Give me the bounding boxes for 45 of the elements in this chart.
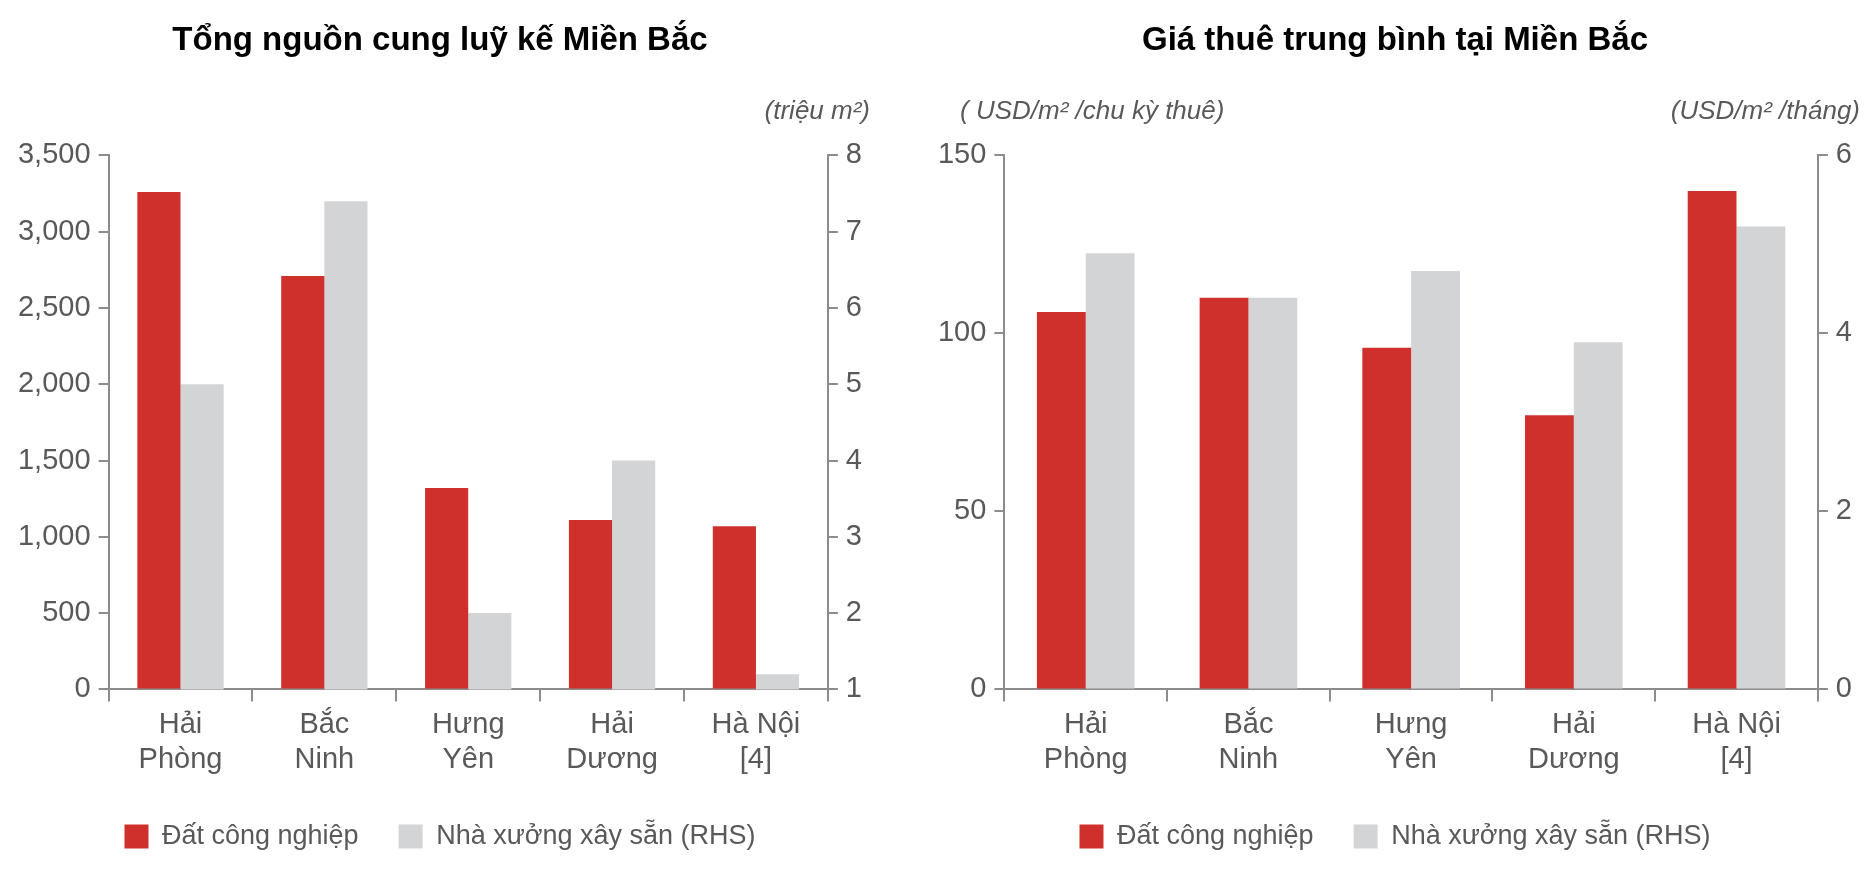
y-tick-label: 1,000 bbox=[17, 518, 91, 551]
x-tick-label: Bắc Ninh bbox=[1218, 706, 1279, 774]
y-tick-label: 0 bbox=[970, 671, 987, 704]
y2-tick-label: 6 bbox=[845, 289, 863, 322]
y2-tick-label: 2 bbox=[845, 595, 863, 628]
y-tick-label: 0 bbox=[74, 671, 91, 704]
y-tick-label: 3,500 bbox=[17, 137, 91, 170]
y2-tick-label: 3 bbox=[845, 518, 863, 551]
x-tick-label: Hưng Yên bbox=[1374, 706, 1448, 774]
y2-tick-label: 7 bbox=[845, 213, 863, 246]
y-tick-label: 150 bbox=[937, 137, 987, 170]
bar bbox=[712, 526, 756, 689]
y2-axis-title: (USD/m² /tháng) bbox=[1670, 95, 1860, 126]
y2-tick-label: 8 bbox=[845, 137, 863, 170]
y2-tick-label: 2 bbox=[1835, 493, 1853, 526]
x-tick-label: Hải Phòng bbox=[138, 706, 223, 774]
y-tick-label: 50 bbox=[954, 493, 987, 526]
legend-label: Đất công nghiệp bbox=[1116, 819, 1314, 850]
y2-tick-label: 5 bbox=[845, 366, 863, 399]
y-tick-label: 3,000 bbox=[17, 213, 91, 246]
y-tick-label: 500 bbox=[42, 595, 91, 628]
chart-title: Giá thuê trung bình tại Miền Bắc bbox=[1141, 19, 1649, 59]
x-tick-label: Hà Nội [4] bbox=[1692, 706, 1781, 774]
y2-tick-label: 4 bbox=[845, 442, 863, 475]
legend-label: Nhà xưởng xây sẵn (RHS) bbox=[1391, 818, 1711, 850]
x-tick-label: Hải Dương bbox=[566, 706, 658, 774]
y2-tick-label: 1 bbox=[845, 671, 863, 704]
x-tick-label: Hưng Yên bbox=[431, 706, 505, 774]
legend-label: Nhà xưởng xây sẵn (RHS) bbox=[436, 818, 756, 850]
y-tick-label: 2,000 bbox=[17, 366, 91, 399]
bar bbox=[425, 488, 469, 689]
y-axis-title: ( USD/m² /chu kỳ thuê) bbox=[960, 95, 1225, 126]
x-tick-label: Hải Phòng bbox=[1043, 706, 1128, 774]
chart-title: Tổng nguồn cung luỹ kế Miền Bắc bbox=[171, 19, 709, 59]
x-tick-label: Bắc Ninh bbox=[294, 706, 355, 774]
y2-axis-title: (triệu m²) bbox=[764, 95, 870, 126]
x-tick-label: Hà Nội [4] bbox=[711, 706, 801, 774]
legend-label: Đất công nghiệp bbox=[161, 819, 359, 850]
y2-tick-label: 4 bbox=[1835, 315, 1853, 348]
y-tick-label: 2,500 bbox=[17, 289, 91, 322]
y2-tick-label: 6 bbox=[1835, 137, 1853, 170]
x-tick-label: Hải Dương bbox=[1528, 706, 1620, 774]
y-tick-label: 1,500 bbox=[17, 442, 91, 475]
y2-tick-label: 0 bbox=[1835, 671, 1853, 704]
y-tick-label: 100 bbox=[937, 315, 987, 348]
